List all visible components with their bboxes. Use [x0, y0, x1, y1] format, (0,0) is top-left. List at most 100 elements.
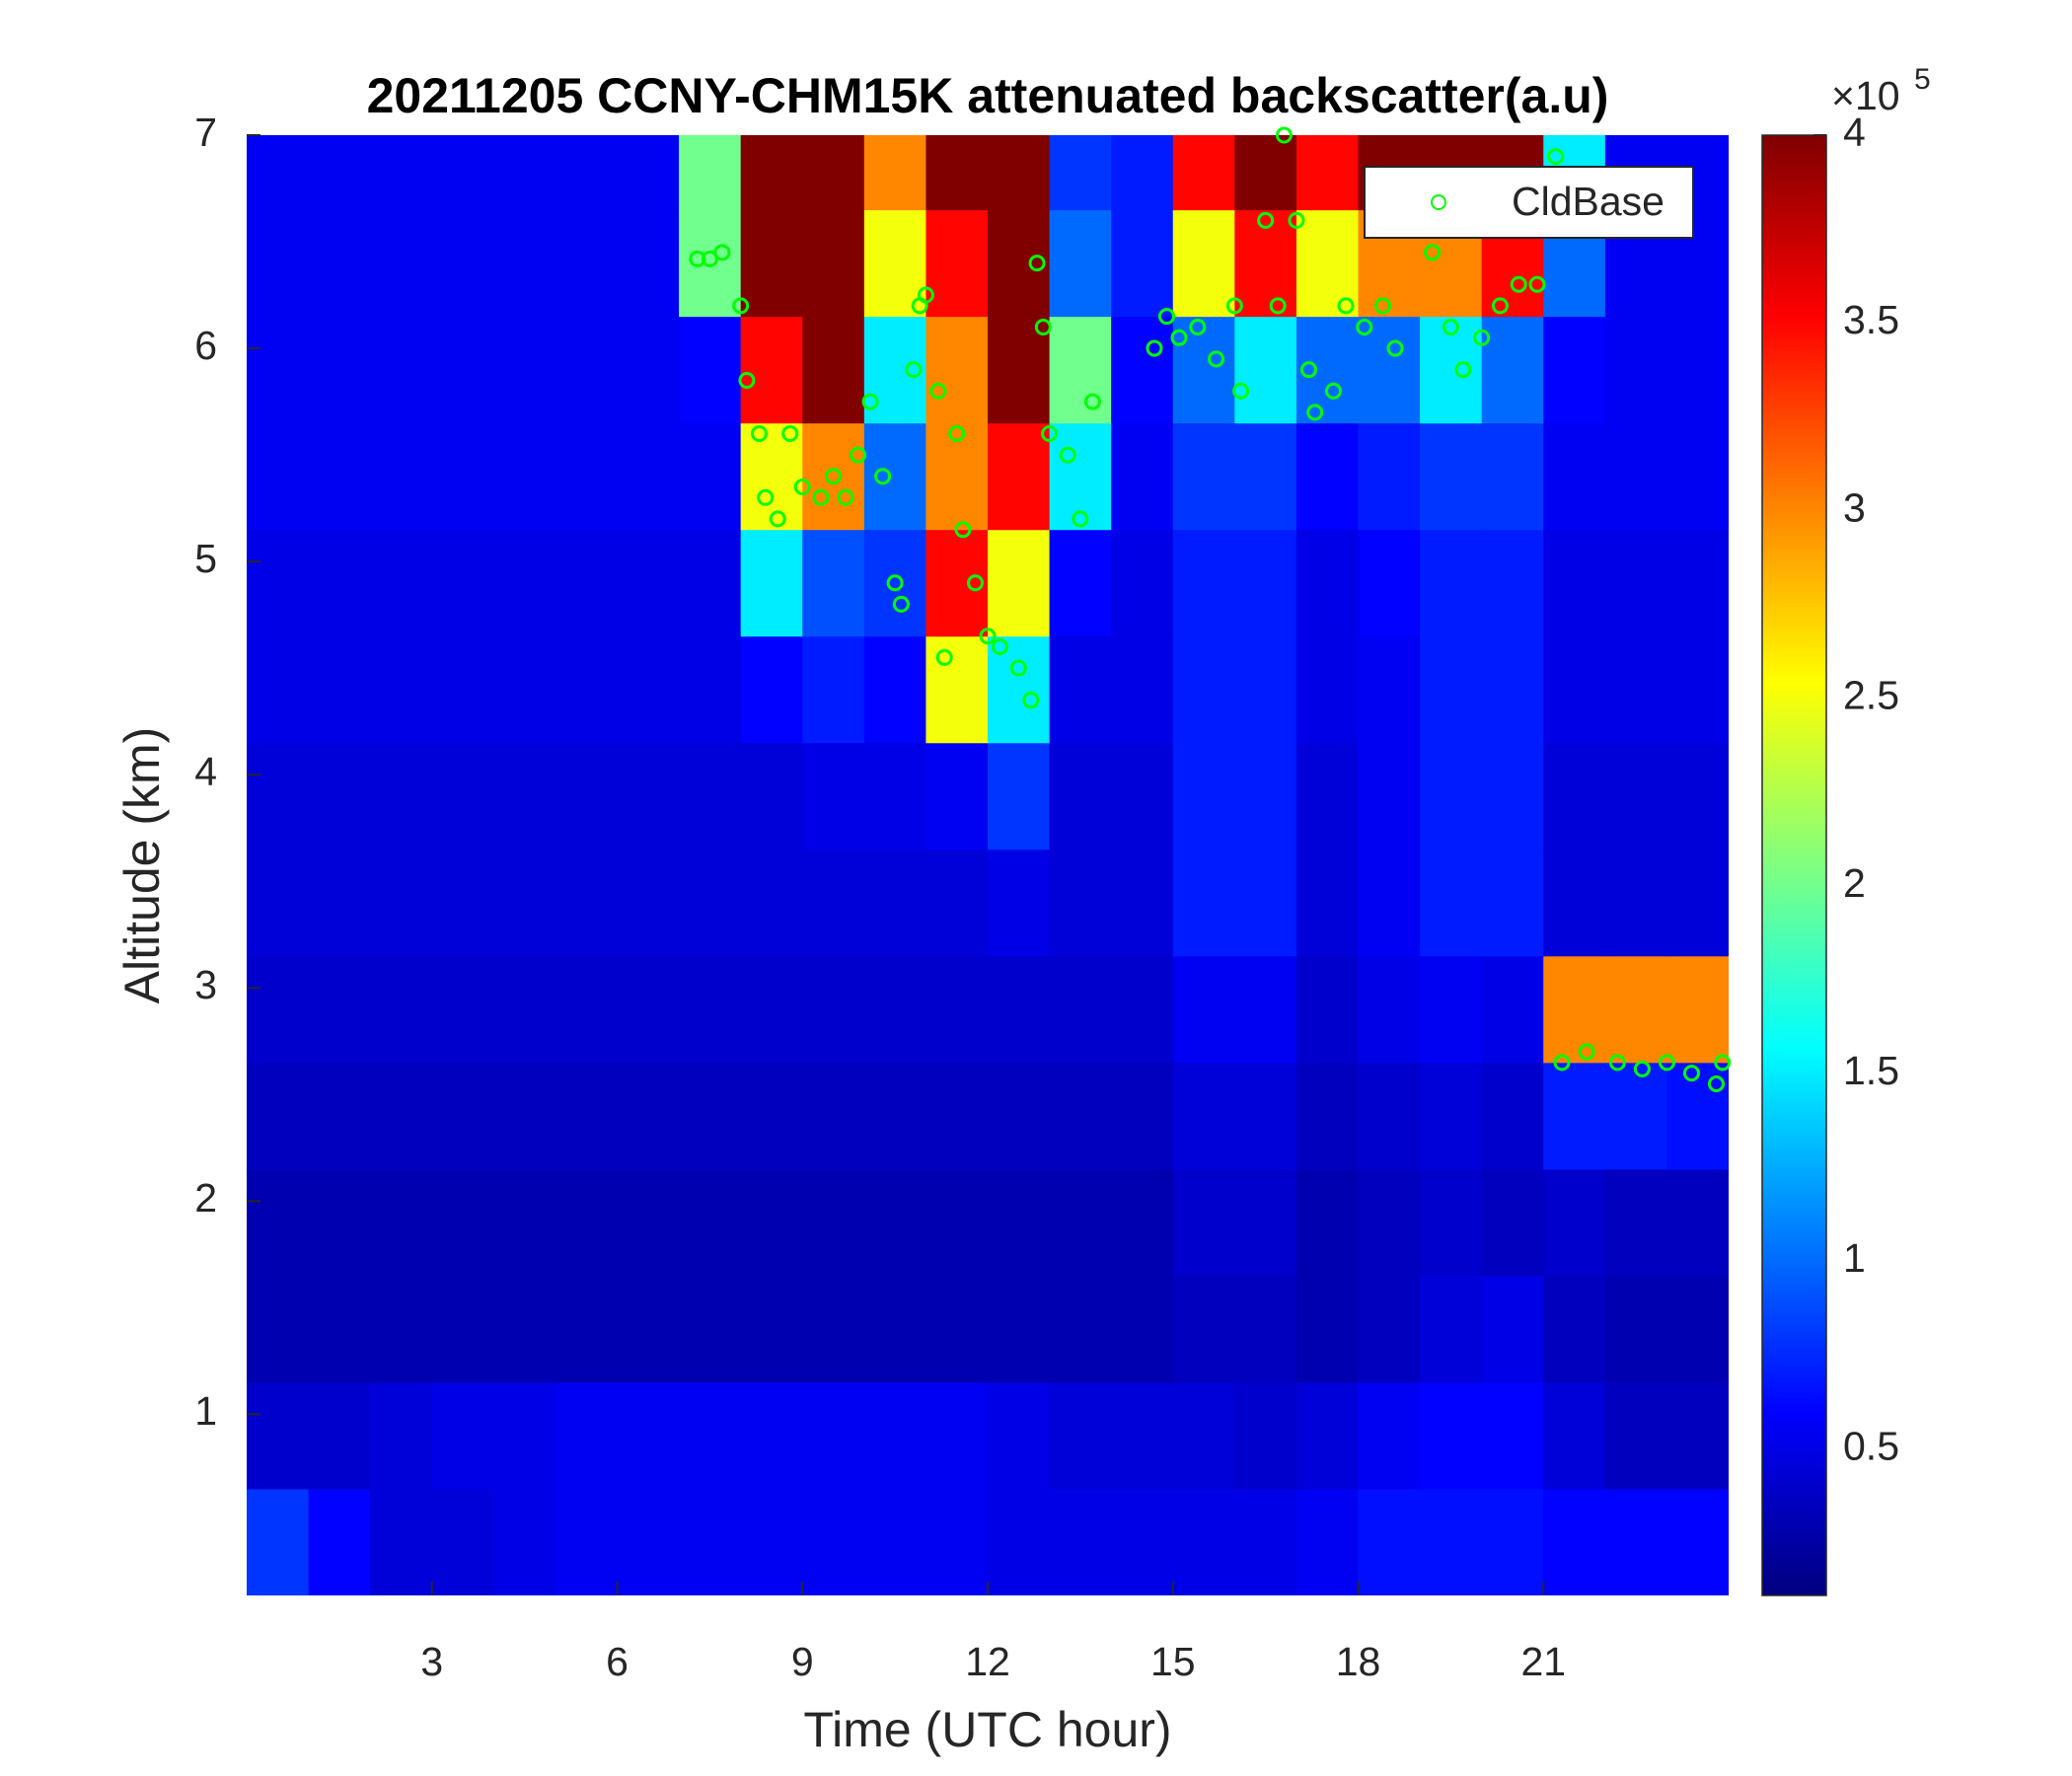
x-axis-label: Time (UTC hour): [803, 1702, 1171, 1757]
heatmap-cell: [247, 209, 310, 318]
cloud-base-point: [781, 424, 799, 442]
cloud-base-point: [1208, 350, 1225, 368]
heatmap-cell: [493, 1381, 556, 1490]
heatmap-cell: [617, 955, 680, 1064]
heatmap-cell: [308, 849, 371, 957]
heatmap-cell: [740, 1062, 803, 1170]
heatmap-cell: [1234, 1488, 1297, 1595]
heatmap-cell: [308, 1488, 371, 1595]
heatmap-cell: [1049, 849, 1112, 957]
heatmap-cell: [1049, 316, 1112, 424]
heatmap-cell: [1358, 1062, 1421, 1170]
cloud-base-point: [886, 574, 904, 592]
cloud-base-point: [1257, 211, 1275, 229]
cloud-base-point: [1232, 382, 1250, 400]
heatmap-cell: [802, 1488, 865, 1595]
heatmap-cell: [988, 1488, 1051, 1595]
heatmap-cell: [1172, 209, 1235, 318]
heatmap-cell: [1358, 849, 1421, 957]
heatmap-cell: [1543, 955, 1606, 1064]
heatmap-cell: [1358, 1168, 1421, 1277]
heatmap-cell: [247, 422, 310, 531]
heatmap-cell: [1358, 1381, 1421, 1490]
cloud-base-point: [1547, 148, 1565, 166]
heatmap-cell: [308, 1275, 371, 1383]
heatmap-cell: [925, 955, 989, 1064]
heatmap-cell: [925, 1275, 989, 1383]
heatmap-cell: [1481, 635, 1544, 744]
y-tick-label: 5: [194, 536, 217, 581]
heatmap-cell: [1666, 955, 1729, 1064]
heatmap-cell: [1666, 1275, 1729, 1383]
heatmap-cell: [863, 849, 926, 957]
heatmap-cell: [1358, 955, 1421, 1064]
heatmap-cell: [370, 135, 433, 211]
cloud-base-point: [1491, 297, 1509, 315]
cloud-base-point: [1146, 339, 1163, 357]
heatmap-cell: [1172, 635, 1235, 744]
heatmap-cell: [308, 955, 371, 1064]
y-tick-label: 2: [194, 1175, 217, 1221]
heatmap-cell: [1111, 209, 1174, 318]
heatmap-cell: [1049, 635, 1112, 744]
heatmap-cell: [1481, 742, 1544, 851]
heatmap-cell: [1666, 1168, 1729, 1277]
heatmap-cell: [863, 1275, 926, 1383]
heatmap-cell: [1604, 955, 1667, 1064]
heatmap-cell: [1543, 849, 1606, 957]
heatmap-cell: [1049, 1381, 1112, 1490]
heatmap-cell: [1666, 1381, 1729, 1490]
heatmap-cell: [679, 422, 742, 531]
heatmap-cell: [1172, 849, 1235, 957]
cloud-base-point: [1658, 1054, 1675, 1072]
heatmap-cell: [1049, 1275, 1112, 1383]
heatmap-cell: [370, 209, 433, 318]
heatmap-cell: [247, 635, 310, 744]
heatmap-cell: [308, 1168, 371, 1277]
heatmap-cell: [1358, 635, 1421, 744]
heatmap-cell: [308, 529, 371, 637]
heatmap-cell: [988, 1168, 1051, 1277]
heatmap-cell: [1234, 316, 1297, 424]
heatmap-cell: [308, 422, 371, 531]
heatmap-cell: [1358, 742, 1421, 851]
y-tick-label: 3: [194, 962, 217, 1007]
heatmap-cell: [679, 135, 742, 211]
heatmap-cell: [431, 742, 494, 851]
cloud-base-point: [837, 488, 854, 506]
heatmap-cell: [555, 422, 618, 531]
heatmap-cell: [493, 529, 556, 637]
heatmap-cell: [555, 1488, 618, 1595]
heatmap-cell: [370, 1275, 433, 1383]
colorbar-exponent: 5: [1914, 63, 1931, 96]
cloud-base-point: [1225, 297, 1243, 315]
heatmap-cell: [679, 209, 742, 318]
heatmap-cell: [1172, 422, 1235, 531]
heatmap-cell: [1604, 1488, 1667, 1595]
x-tick-label: 6: [606, 1639, 629, 1684]
heatmap-cell: [247, 849, 310, 957]
heatmap-cell: [555, 135, 618, 211]
heatmap-cell: [555, 209, 618, 318]
heatmap-cell: [925, 1168, 989, 1277]
heatmap-cell: [740, 529, 803, 637]
legend-marker: [1431, 194, 1446, 210]
heatmap-cell: [925, 849, 989, 957]
heatmap-cell: [247, 1168, 310, 1277]
colorbar-multiplier: ×10: [1831, 73, 1900, 118]
heatmap-cell: [802, 1381, 865, 1490]
heatmap-cell: [1295, 1062, 1359, 1170]
heatmap-cell: [1234, 1381, 1297, 1490]
heatmap-cell: [679, 316, 742, 424]
heatmap-cell: [925, 529, 989, 637]
cloud-base-point: [861, 393, 879, 410]
heatmap-cell: [802, 635, 865, 744]
heatmap-cell: [617, 1062, 680, 1170]
heatmap-cell: [555, 316, 618, 424]
heatmap-cell: [1111, 849, 1174, 957]
cloud-base-point: [1269, 297, 1287, 315]
cloud-base-point: [1170, 329, 1188, 346]
heatmap-cell: [863, 1381, 926, 1490]
heatmap-cell: [555, 1275, 618, 1383]
